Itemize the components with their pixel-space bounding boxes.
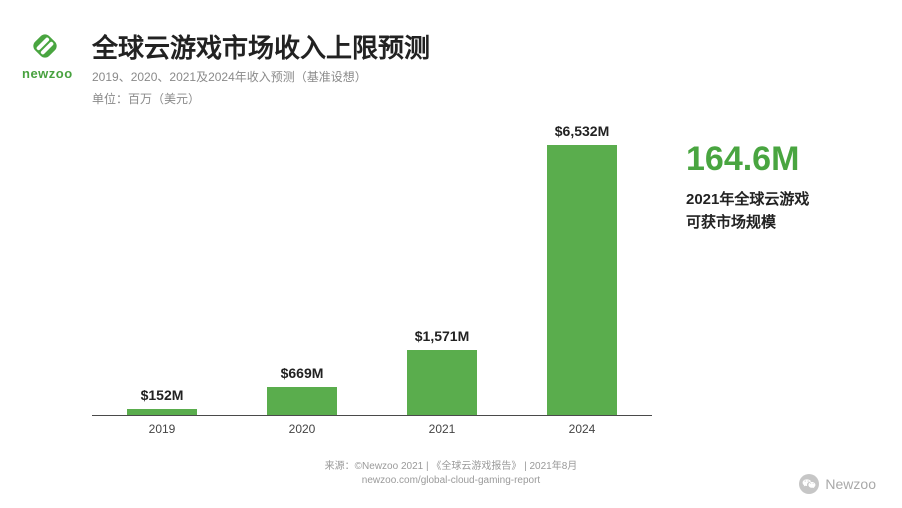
newzoo-icon: [27, 28, 63, 64]
bar-value-label: $669M: [281, 365, 324, 381]
x-axis-label: 2021: [392, 418, 492, 440]
x-axis-label: 2024: [532, 418, 632, 440]
x-labels: 2019 2020 2021 2024: [92, 418, 652, 440]
wechat-icon: [799, 474, 819, 494]
callout-text-line1: 2021年全球云游戏: [686, 189, 866, 212]
watermark: Newzoo: [799, 474, 876, 494]
bar-slot: $152M: [112, 387, 212, 415]
callout-block: 164.6M 2021年全球云游戏 可获市场规模: [686, 140, 866, 234]
x-axis-line: [92, 415, 652, 416]
bar-slot: $6,532M: [532, 123, 632, 415]
unit-label: 单位：百万（美元）: [92, 90, 200, 107]
bar-value-label: $6,532M: [555, 123, 609, 139]
watermark-text: Newzoo: [825, 476, 876, 492]
bar-slot: $1,571M: [392, 328, 492, 415]
brand-logo: newzoo: [22, 28, 68, 81]
bar-slot: $669M: [252, 365, 352, 415]
page-root: newzoo 全球云游戏市场收入上限预测 2019、2020、2021及2024…: [0, 0, 902, 508]
callout-number: 164.6M: [686, 140, 866, 179]
bar: [407, 350, 477, 415]
x-axis-label: 2019: [112, 418, 212, 440]
page-subtitle: 2019、2020、2021及2024年收入预测（基准设想）: [92, 68, 367, 85]
bar: [547, 145, 617, 415]
bar-value-label: $1,571M: [415, 328, 469, 344]
brand-name: newzoo: [22, 66, 68, 81]
bars-container: $152M$669M$1,571M$6,532M: [92, 135, 652, 415]
bar-value-label: $152M: [141, 387, 184, 403]
source-line2: newzoo.com/global-cloud-gaming-report: [0, 474, 902, 488]
x-axis-label: 2020: [252, 418, 352, 440]
page-title: 全球云游戏市场收入上限预测: [92, 28, 430, 65]
bar: [267, 387, 337, 415]
bar-chart: $152M $669M $1,571M $6,532M 2019 2020 2021 202…: [92, 120, 652, 440]
callout-text-line2: 可获市场规模: [686, 212, 866, 235]
source-footer: 来源：©Newzoo 2021 | 《全球云游戏报告》 | 2021年8月 ne…: [0, 460, 902, 488]
source-line1: 来源：©Newzoo 2021 | 《全球云游戏报告》 | 2021年8月: [0, 460, 902, 474]
